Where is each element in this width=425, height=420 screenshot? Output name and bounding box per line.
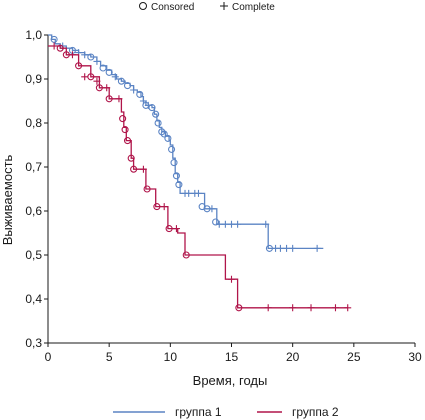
x-axis-title: Время, годы	[193, 373, 268, 388]
y-tick-label: 0,6	[25, 204, 42, 218]
x-tick-label: 25	[347, 350, 361, 364]
censored-point	[136, 90, 144, 98]
series-1-legend-label: группа 1	[175, 405, 222, 419]
x-tick-label: 15	[225, 350, 239, 364]
complete-point	[221, 220, 229, 228]
censored-point	[87, 53, 95, 61]
y-tick-label: 0,8	[25, 116, 42, 130]
series-1	[48, 34, 324, 252]
complete-point	[115, 95, 123, 103]
complete-point	[313, 244, 321, 252]
y-tick-label: 0,5	[25, 248, 42, 262]
censored-point	[95, 84, 103, 92]
complete-point	[68, 51, 76, 59]
censored-point	[182, 251, 190, 259]
complete-point	[262, 220, 270, 228]
complete-point	[139, 97, 147, 105]
censored-point	[153, 203, 161, 211]
censored-point	[99, 64, 107, 72]
censored-point	[160, 130, 168, 138]
complete-point	[81, 73, 89, 81]
complete-point	[144, 101, 152, 109]
x-tick-label: 20	[286, 350, 300, 364]
series-2	[48, 42, 352, 312]
complete-point	[289, 304, 297, 312]
censored-point	[172, 172, 180, 180]
series-legend: группа 1 группа 2	[113, 405, 339, 419]
complete-point	[111, 73, 119, 81]
censored-point	[123, 137, 132, 145]
y-tick-label: 0,7	[25, 160, 42, 174]
y-axis: 0,3 0,4 0,5 0,6 0,7 0,8 0,9 1,0	[25, 28, 49, 350]
censored-point	[121, 126, 129, 134]
censored-point	[117, 77, 125, 85]
complete-legend-plus-icon	[220, 2, 228, 10]
censored-point	[168, 145, 176, 153]
complete-point	[264, 304, 272, 312]
y-tick-label: 0,4	[25, 292, 42, 306]
complete-point	[228, 275, 235, 283]
x-tick-label: 30	[408, 350, 422, 364]
complete-point	[81, 51, 89, 59]
censored-point	[119, 115, 127, 123]
x-tick-label: 10	[164, 350, 178, 364]
y-tick-label: 0,3	[25, 336, 42, 350]
censored-point	[165, 225, 173, 233]
censored-point	[105, 68, 113, 76]
complete-point	[234, 220, 242, 228]
complete-point	[283, 244, 291, 252]
censored-point	[105, 95, 113, 103]
censored-point	[50, 35, 58, 43]
consored-legend-label: Consored	[151, 2, 194, 13]
y-tick-label: 0,9	[25, 72, 42, 86]
complete-point	[194, 189, 202, 197]
complete-point	[93, 57, 101, 65]
censored-point	[152, 110, 160, 118]
censored-point	[212, 218, 220, 226]
censored-point	[154, 119, 162, 127]
complete-point	[331, 304, 339, 312]
complete-point	[160, 203, 168, 211]
censored-point	[130, 165, 138, 173]
consored-legend-circle-icon	[139, 2, 147, 10]
censored-point	[123, 82, 132, 90]
y-axis-title: Выживаемость	[0, 154, 15, 245]
x-tick-label: 5	[106, 350, 113, 364]
complete-point	[185, 189, 193, 197]
complete-point	[50, 42, 58, 50]
complete-point	[228, 220, 235, 228]
complete-legend-label: Complete	[232, 2, 275, 13]
y-tick-label: 1,0	[25, 28, 42, 42]
x-axis: 0 5 10 15 20 25 30	[45, 342, 422, 364]
complete-point	[130, 86, 138, 94]
marker-legend: Consored Complete	[139, 2, 275, 13]
censored-point	[164, 134, 172, 142]
series-2-legend-label: группа 2	[292, 405, 339, 419]
censored-point	[170, 159, 178, 167]
complete-point	[172, 225, 180, 233]
complete-point	[215, 220, 223, 228]
censored-point	[143, 185, 151, 193]
series-1-step-line	[48, 34, 324, 250]
censored-point	[127, 154, 135, 162]
censored-point	[175, 181, 183, 189]
censored-point	[235, 304, 243, 312]
censored-point	[56, 44, 64, 52]
series-2-step-line	[48, 45, 348, 309]
complete-point	[139, 165, 147, 173]
complete-point	[208, 205, 216, 213]
complete-point	[103, 84, 111, 92]
complete-point	[93, 77, 101, 85]
complete-point	[276, 244, 284, 252]
censored-point	[75, 62, 83, 70]
complete-point	[289, 244, 297, 252]
x-tick-label: 0	[45, 350, 52, 364]
complete-point	[344, 304, 352, 312]
complete-point	[307, 304, 315, 312]
plot-area	[48, 34, 352, 312]
censored-point	[148, 104, 156, 112]
